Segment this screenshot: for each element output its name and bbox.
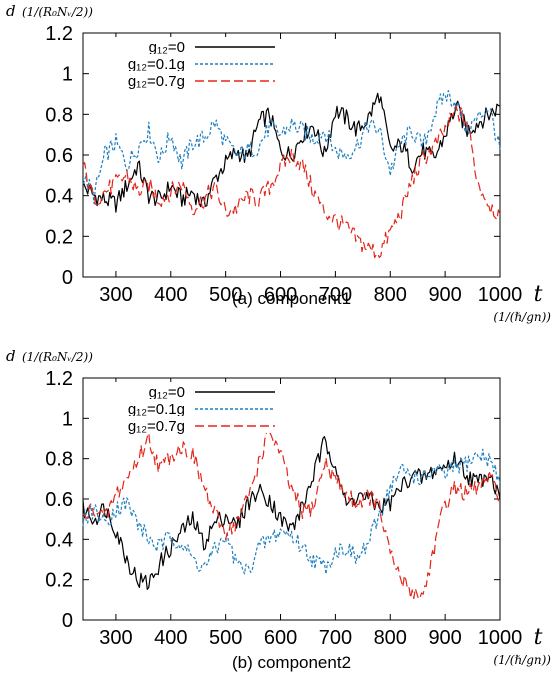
x-tick-label: 300 <box>99 627 132 649</box>
x-axis-symbol: t <box>534 625 543 650</box>
legend-bg <box>99 416 275 433</box>
x-tick-label: 700 <box>319 627 352 649</box>
legend-label: g₁₂=0 <box>149 384 185 401</box>
legend-bg <box>99 399 275 416</box>
y-tick-label: 1.2 <box>45 368 73 390</box>
legend-bg <box>99 37 275 54</box>
x-tick-label: 1000 <box>478 627 523 649</box>
y-tick-label: 0.4 <box>45 186 73 208</box>
x-tick-label: 600 <box>264 627 297 649</box>
y-axis-symbol: d <box>6 2 16 20</box>
legend-bg <box>99 54 275 71</box>
y-axis-unit: (1/(R₀Nᵥ/2)) <box>22 350 93 364</box>
x-tick-label: 500 <box>209 284 242 306</box>
x-tick-label: 1000 <box>478 284 523 306</box>
y-tick-label: 0.8 <box>45 449 73 471</box>
y-tick-label: 0.4 <box>45 529 73 551</box>
legend-bg <box>99 382 275 399</box>
series-line-2 <box>82 426 501 600</box>
series-line-2 <box>82 105 501 259</box>
x-tick-label: 700 <box>319 284 352 306</box>
legend-label: g₁₂=0.1g <box>128 401 185 418</box>
x-tick-label: 800 <box>374 627 407 649</box>
y-tick-label: 0 <box>62 267 73 289</box>
x-axis-unit: (1/(ℏ/gn)) <box>493 310 551 324</box>
x-axis-symbol: t <box>534 282 543 307</box>
y-tick-label: 0.2 <box>45 570 73 592</box>
x-axis-unit: (1/(ℏ/gn)) <box>493 653 551 667</box>
legend-label: g₁₂=0 <box>149 39 185 56</box>
y-tick-label: 1 <box>62 408 73 430</box>
series-line-0 <box>82 436 501 590</box>
legend-label: g₁₂=0.1g <box>128 56 185 73</box>
x-tick-label: 400 <box>154 627 187 649</box>
legend-label: g₁₂=0.7g <box>128 418 185 435</box>
y-tick-label: 0.2 <box>45 226 73 248</box>
x-tick-label: 600 <box>264 284 297 306</box>
y-axis-symbol: d <box>6 347 16 365</box>
y-tick-label: 0 <box>62 610 73 632</box>
legend-label: g₁₂=0.7g <box>128 73 185 90</box>
legend-bg <box>99 71 275 88</box>
y-tick-label: 1.2 <box>45 23 73 45</box>
y-tick-label: 0.8 <box>45 104 73 126</box>
x-tick-label: 800 <box>374 284 407 306</box>
x-tick-label: 900 <box>428 284 461 306</box>
chart-panel-component2: 0 0.2 0.4 0.6 0.8 1 1.2 300 400 500 600 700 800 900 10… <box>6 347 551 672</box>
y-tick-label: 1 <box>62 64 73 86</box>
y-tick-label: 0.6 <box>45 489 73 511</box>
panel-caption: (b) component2 <box>232 653 351 672</box>
y-tick-label: 0.6 <box>45 145 73 167</box>
panel-caption: (a) component1 <box>232 289 351 308</box>
x-tick-label: 400 <box>154 284 187 306</box>
x-tick-label: 500 <box>209 627 242 649</box>
y-axis-unit: (1/(R₀Nᵥ/2)) <box>22 5 93 19</box>
series-line-0 <box>82 92 501 213</box>
series-line-1 <box>82 90 501 205</box>
chart-panel-component1: 0 0.2 0.4 0.6 0.8 1 1.2 300 400 500 600 700 800 900 10… <box>6 2 551 324</box>
series-line-1 <box>82 448 501 575</box>
x-tick-label: 300 <box>99 284 132 306</box>
x-tick-label: 900 <box>428 627 461 649</box>
